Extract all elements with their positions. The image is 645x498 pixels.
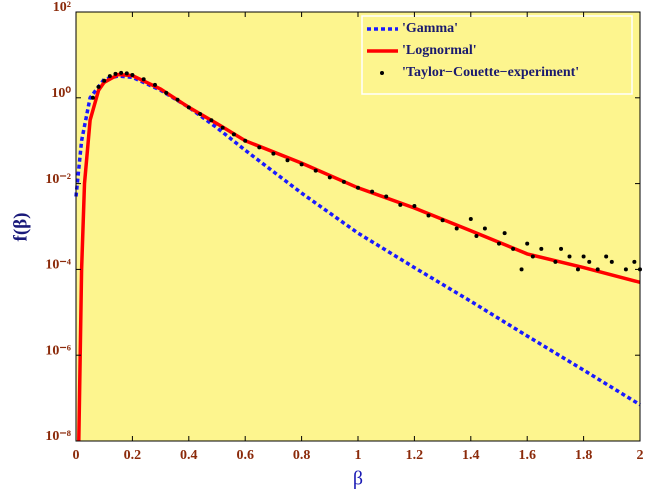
data-point xyxy=(609,259,614,264)
data-point xyxy=(164,90,169,95)
data-point xyxy=(604,254,609,259)
data-point xyxy=(623,267,628,272)
data-point xyxy=(175,97,180,102)
data-point xyxy=(90,95,95,100)
legend-label: 'Taylor−Couette−experiment' xyxy=(402,65,579,80)
data-point xyxy=(198,111,203,116)
data-point xyxy=(468,216,473,221)
data-point xyxy=(440,218,445,223)
y-axis-label: f(β) xyxy=(10,213,31,242)
data-point xyxy=(141,77,146,82)
data-point xyxy=(497,241,501,246)
x-tick-label: 0.6 xyxy=(236,448,254,463)
y-tick-label: 10⁻⁸ xyxy=(45,429,71,444)
data-point xyxy=(502,231,507,236)
x-tick-label: 2 xyxy=(637,448,644,463)
legend-label: 'Gamma' xyxy=(402,21,458,36)
y-tick-label: 10⁻⁴ xyxy=(45,258,71,273)
data-point xyxy=(327,175,332,180)
data-point xyxy=(511,246,516,251)
data-point xyxy=(119,70,124,75)
data-point xyxy=(113,71,118,76)
data-point xyxy=(530,254,535,259)
y-tick-label: 10² xyxy=(53,0,71,15)
x-tick-label: 1.4 xyxy=(462,448,480,463)
data-point xyxy=(587,259,592,264)
data-point xyxy=(124,71,129,76)
data-point xyxy=(474,234,479,239)
x-axis-label: β xyxy=(353,468,363,490)
data-point xyxy=(482,226,487,231)
data-point xyxy=(356,185,360,190)
x-tick-label: 1.2 xyxy=(406,448,424,463)
data-point xyxy=(271,151,276,156)
data-point xyxy=(412,204,417,209)
x-tick-label: 1 xyxy=(355,448,362,463)
data-point xyxy=(525,241,530,246)
x-tick-label: 0.2 xyxy=(124,448,142,463)
data-point xyxy=(152,82,157,87)
data-point xyxy=(102,78,107,83)
data-point xyxy=(313,168,318,173)
data-point xyxy=(519,267,524,272)
x-tick-label: 1.8 xyxy=(575,448,593,463)
data-point xyxy=(341,179,346,184)
legend-swatch xyxy=(380,71,384,75)
data-point xyxy=(257,145,262,150)
legend-label: 'Lognormal' xyxy=(402,43,477,58)
data-point xyxy=(595,267,600,272)
data-point xyxy=(398,202,403,207)
data-point xyxy=(243,138,248,143)
data-point xyxy=(539,246,544,251)
data-point xyxy=(559,246,564,251)
data-point xyxy=(581,254,586,259)
data-point xyxy=(454,226,459,231)
data-point xyxy=(285,158,290,163)
legend: 'Gamma' 'Lognormal' 'Taylor−Couette−experi… xyxy=(361,15,633,95)
data-point xyxy=(384,194,389,199)
data-point xyxy=(553,259,558,264)
y-tick-label: 10⁻² xyxy=(45,172,71,187)
data-point xyxy=(299,162,304,167)
y-tick-label: 10⁻⁶ xyxy=(45,343,71,358)
data-point xyxy=(96,84,101,89)
data-point xyxy=(209,118,214,123)
data-point xyxy=(370,189,375,194)
data-point xyxy=(220,125,225,130)
data-point xyxy=(231,132,236,137)
data-point xyxy=(632,259,637,264)
data-point xyxy=(130,72,135,77)
x-tick-label: 1.6 xyxy=(518,448,536,463)
data-point xyxy=(575,267,580,272)
data-point xyxy=(107,74,112,79)
x-tick-label: 0 xyxy=(73,448,80,463)
x-tick-label: 0.4 xyxy=(180,448,198,463)
data-point xyxy=(426,213,431,218)
data-point xyxy=(567,254,572,259)
legend-box xyxy=(361,15,633,95)
data-point xyxy=(186,105,191,110)
x-tick-label: 0.8 xyxy=(293,448,311,463)
y-tick-label: 10⁰ xyxy=(51,86,71,101)
